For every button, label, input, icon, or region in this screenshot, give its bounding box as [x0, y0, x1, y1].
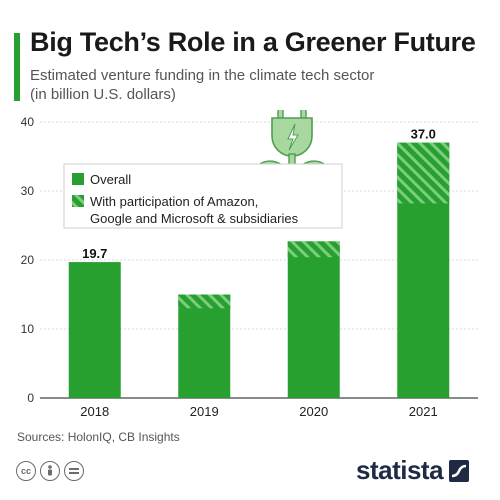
y-tick-label: 40 — [21, 115, 35, 129]
brand-name: statista — [356, 455, 444, 485]
nd-icon[interactable] — [64, 461, 84, 481]
legend-label-partners-line2: Google and Microsoft & subsidiaries — [90, 211, 299, 226]
subtitle-line-1: Estimated venture funding in the climate… — [30, 67, 375, 84]
y-tick-label: 0 — [27, 391, 34, 405]
bar-overall-2019 — [178, 294, 231, 398]
legend-label-partners-line1: With participation of Amazon, — [90, 194, 258, 209]
legend: Overall With participation of Amazon, Go… — [63, 163, 343, 229]
statista-logo-icon — [449, 459, 470, 482]
statista-logo[interactable]: statista — [356, 455, 470, 486]
legend-swatch-overall — [72, 173, 84, 185]
y-tick-label: 20 — [21, 253, 35, 267]
chart-subtitle: Estimated venture funding in the climate… — [30, 66, 470, 104]
bar-chart: 0 10 20 30 40 2018 19.7 2019 2020 2021 37.0 Overa… — [21, 110, 478, 419]
x-tick-label: 2018 — [80, 404, 109, 419]
x-tick-label: 2019 — [190, 404, 219, 419]
bar-overall-2020 — [287, 241, 340, 398]
bar-partners-2020 — [287, 241, 340, 258]
license-icons: cc — [16, 461, 84, 481]
title-accent-bar — [14, 33, 20, 101]
legend-swatch-partners — [72, 195, 84, 207]
data-label: 37.0 — [411, 127, 436, 142]
x-tick-label: 2020 — [299, 404, 328, 419]
y-tick-label: 30 — [21, 184, 35, 198]
cc-icon[interactable]: cc — [16, 461, 36, 481]
bar-partners-2019 — [178, 294, 231, 309]
data-label: 19.7 — [82, 246, 107, 261]
chart-title: Big Tech’s Role in a Greener Future — [30, 27, 476, 57]
by-icon[interactable] — [40, 461, 60, 481]
legend-label-overall: Overall — [90, 172, 131, 187]
subtitle-line-2: (in billion U.S. dollars) — [30, 86, 176, 103]
y-tick-label: 10 — [21, 322, 35, 336]
bar-overall-2018 — [68, 262, 121, 398]
x-tick-label: 2021 — [409, 404, 438, 419]
bar-partners-2021 — [397, 142, 450, 204]
source-note: Sources: HolonIQ, CB Insights — [17, 430, 180, 444]
